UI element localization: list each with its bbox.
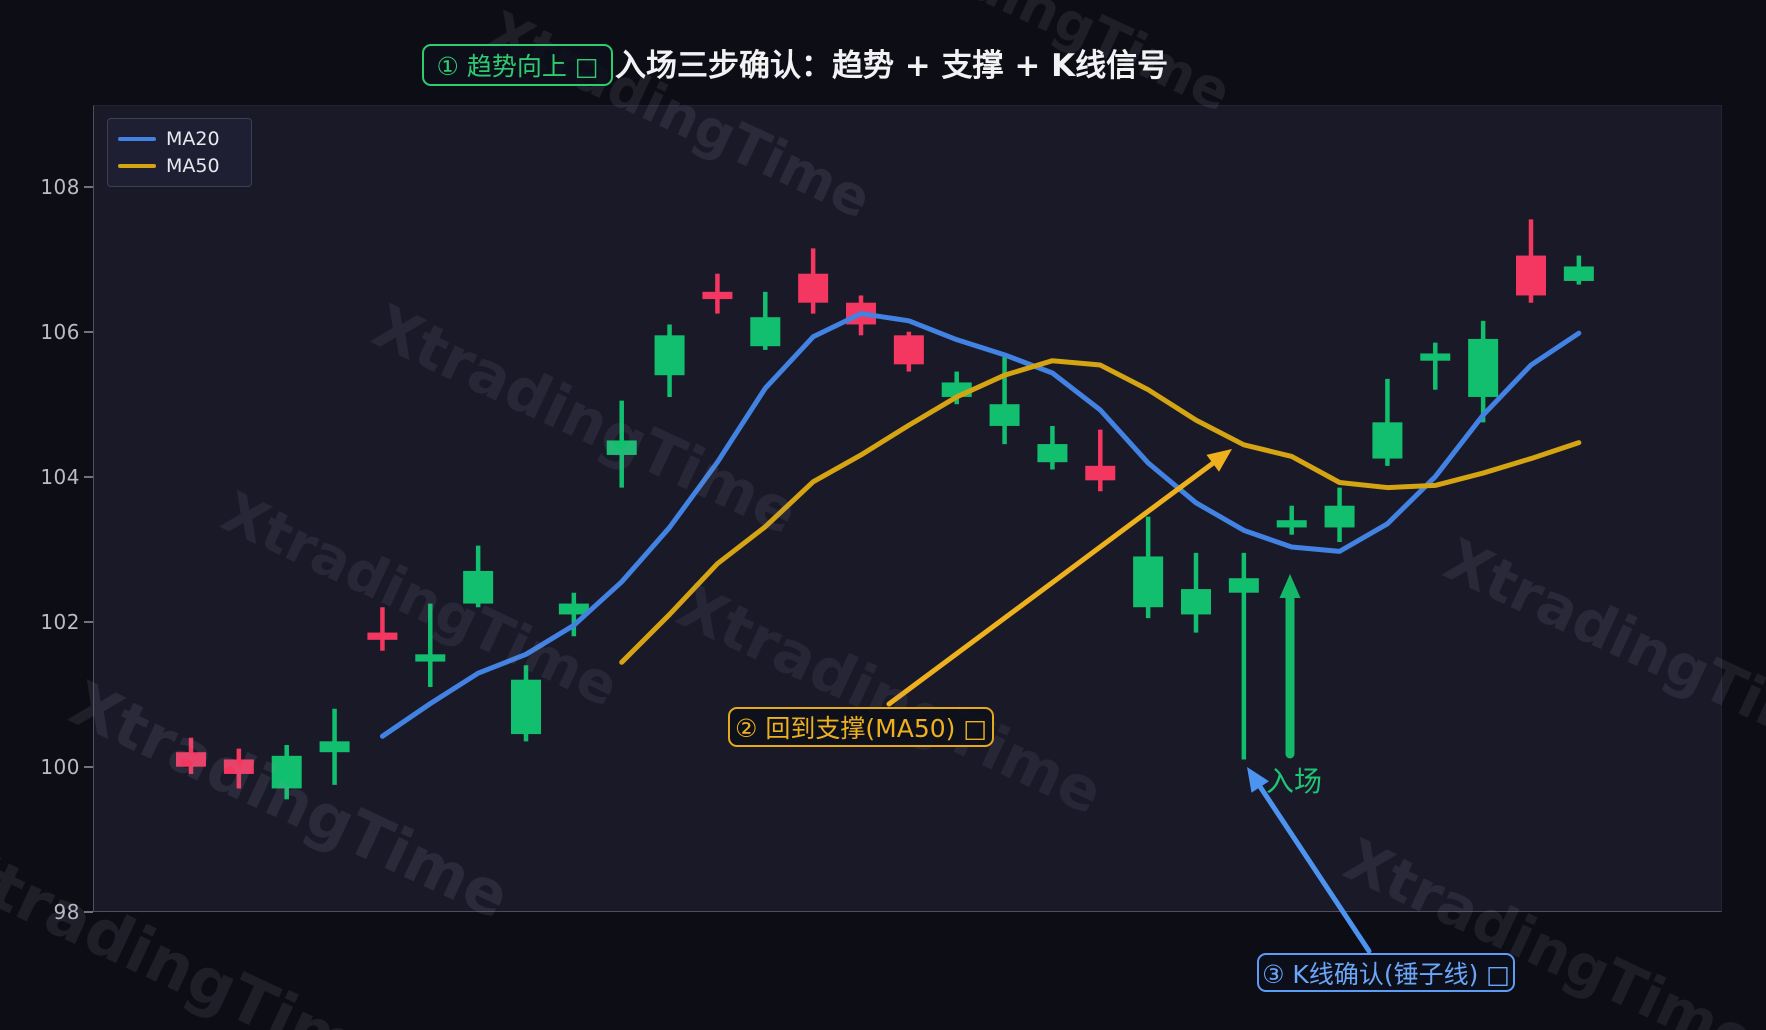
- candle-down: [893, 335, 924, 365]
- candle-up: [319, 741, 350, 753]
- candle-up: [1037, 444, 1068, 463]
- y-tick-label: 100: [40, 754, 80, 779]
- step2-support-badge[interactable]: ② 回到支撑(MA50) □: [728, 707, 994, 747]
- candle-up: [510, 679, 541, 735]
- legend-item-ma20[interactable]: MA20: [118, 128, 241, 150]
- page-title-text: 入场三步确认：趋势 + 支撑 + K线信号: [615, 47, 1169, 84]
- entry-arrow-head: [1279, 574, 1301, 598]
- candle-up: [1133, 556, 1164, 608]
- candle-up: [989, 404, 1020, 426]
- candle-up: [1468, 338, 1499, 397]
- candle-up: [750, 317, 781, 347]
- entry-point-label: 入场: [1265, 765, 1322, 798]
- plot-area: [93, 105, 1722, 912]
- step3-candle-confirm-badge[interactable]: ③ K线确认(锤子线) □: [1257, 953, 1515, 992]
- candle-down: [798, 273, 829, 303]
- ma20-line: [379, 311, 1582, 739]
- candle-down: [702, 291, 733, 300]
- y-tick-mark: [84, 910, 93, 913]
- candle-down: [176, 752, 206, 767]
- support-arrow: [886, 460, 1216, 707]
- y-tick-label: 98: [53, 899, 80, 924]
- step3-candle-confirm-label: ③ K线确认(锤子线) □: [1262, 959, 1510, 989]
- page-title: 入场三步确认：趋势 + 支撑 + K线信号: [615, 38, 1168, 86]
- candle-up: [271, 755, 302, 789]
- candle-up: [1276, 520, 1307, 528]
- y-tick-label: 106: [40, 319, 80, 344]
- y-tick-mark: [84, 330, 93, 333]
- candle-down: [1515, 255, 1546, 296]
- ma20-line-swatch: [118, 137, 156, 141]
- candle-up: [1228, 578, 1259, 593]
- ma50-line: [619, 358, 1582, 665]
- step1-trend-badge[interactable]: ① 趋势向上 □: [422, 44, 613, 86]
- candle-up: [415, 654, 446, 662]
- candle-up: [1372, 422, 1403, 459]
- candle-up: [1180, 589, 1211, 615]
- candle-up: [463, 570, 494, 604]
- candle-up: [606, 440, 637, 455]
- candle-down: [367, 632, 398, 640]
- candle-up: [558, 603, 589, 615]
- step1-trend-label: ① 趋势向上 □: [436, 52, 599, 81]
- ma50-line-swatch: [118, 164, 156, 168]
- y-tick-label: 108: [40, 174, 80, 199]
- ma20-legend-label: MA20: [166, 128, 220, 150]
- step2-support-label: ② 回到支撑(MA50) □: [735, 714, 987, 743]
- support-arrow-head: [1206, 449, 1232, 472]
- hammer-arrow-head: [1247, 767, 1270, 793]
- candle-up: [1563, 266, 1594, 281]
- candle-up: [654, 335, 685, 376]
- y-tick-mark: [84, 620, 93, 623]
- ma50-legend-label: MA50: [166, 155, 220, 177]
- y-tick-mark: [84, 765, 93, 768]
- legend: MA20 MA50: [107, 118, 252, 187]
- legend-item-ma50[interactable]: MA50: [118, 155, 241, 177]
- y-tick-label: 104: [40, 464, 80, 489]
- candle-down: [223, 759, 254, 774]
- candle-down: [1085, 465, 1116, 481]
- y-tick-mark: [84, 475, 93, 478]
- y-tick-label: 102: [40, 609, 80, 634]
- y-tick-mark: [84, 185, 93, 188]
- candle-up: [1420, 353, 1451, 361]
- candle-up: [1324, 505, 1355, 528]
- hammer-arrow: [1257, 784, 1372, 954]
